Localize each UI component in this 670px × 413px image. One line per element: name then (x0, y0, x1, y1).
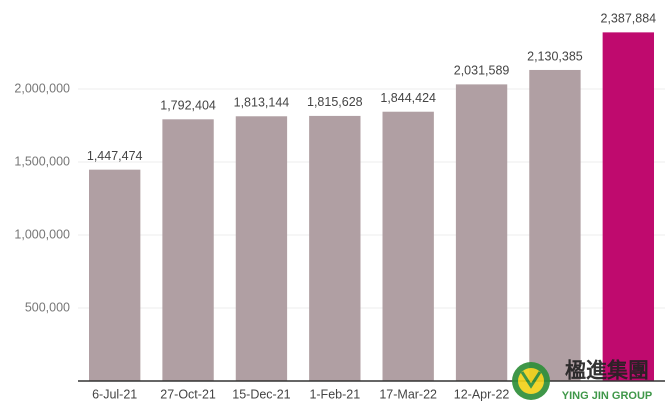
value-label: 1,844,424 (380, 91, 436, 105)
y-tick-label: 2,000,000 (14, 81, 70, 95)
bar (529, 69, 581, 381)
value-label: 2,387,884 (601, 12, 657, 26)
watermark-logo-mark (520, 371, 542, 389)
value-label: 2,031,589 (454, 64, 510, 78)
y-tick-label: 1,500,000 (14, 154, 70, 168)
bar (89, 169, 141, 381)
bar (235, 116, 288, 381)
x-tick-label: 27-Oct-21 (160, 387, 216, 401)
watermark-english: YING JIN GROUP (562, 390, 652, 402)
bar (602, 32, 654, 382)
x-tick-label: 6-Jul-21 (92, 387, 137, 401)
x-tick-label: 15-Dec-21 (232, 387, 290, 401)
x-tick-label: 1-Feb-21 (309, 387, 360, 401)
plot: 500,000 1,000,000 1,500,000 2,000,000 6-Jul-… (14, 12, 665, 401)
bar (382, 111, 434, 381)
value-label: 1,813,144 (234, 96, 290, 110)
bar (162, 119, 214, 381)
watermark-logo-inner (518, 368, 544, 394)
x-tick-label: 12-Apr-22 (454, 387, 510, 401)
value-label: 1,815,628 (307, 95, 363, 109)
value-label: 1,447,474 (87, 149, 143, 163)
value-label: 2,130,385 (527, 49, 583, 63)
watermark: 楹進集團 YING JIN GROUP (512, 358, 652, 402)
watermark-chinese: 楹進集團 (565, 358, 649, 383)
bar (309, 115, 361, 382)
value-label: 1,792,404 (160, 99, 216, 113)
x-tick-label: 17-Mar-22 (379, 387, 437, 401)
y-tick-label: 1,000,000 (14, 227, 70, 241)
y-tick-label: 500,000 (25, 300, 70, 314)
bar (455, 84, 508, 382)
